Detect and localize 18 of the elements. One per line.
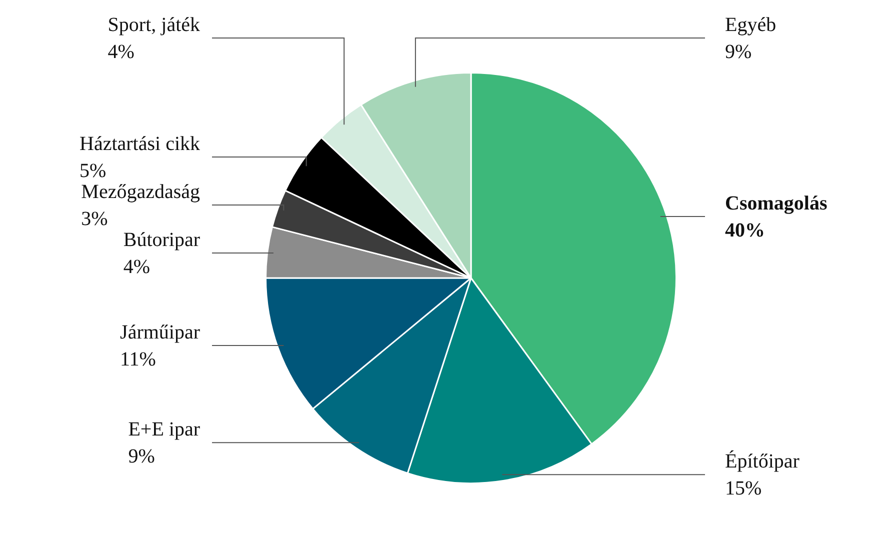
data-label: 5% xyxy=(80,160,106,182)
slice-label: E+E ipar xyxy=(128,418,200,441)
slice-label: Bútoripar xyxy=(123,229,200,252)
data-label: 9% xyxy=(128,446,155,468)
slice-label: Csomagolás xyxy=(725,192,828,214)
data-label: 4% xyxy=(123,256,150,278)
data-label: 40% xyxy=(725,219,765,242)
slice-label: Sport, játék xyxy=(108,14,200,36)
slice-label: Járműipar xyxy=(120,321,200,344)
data-label: 11% xyxy=(120,348,156,370)
slice-label: Mezőgazdaság xyxy=(81,181,200,204)
data-label: 4% xyxy=(108,41,134,63)
data-label: 15% xyxy=(725,478,762,500)
data-label: 3% xyxy=(81,208,108,230)
slice-label: Háztartási cikk xyxy=(80,133,200,156)
slice-label: Építőipar xyxy=(725,450,800,473)
data-label: 9% xyxy=(725,41,752,63)
slice-label: Egyéb xyxy=(725,14,776,36)
